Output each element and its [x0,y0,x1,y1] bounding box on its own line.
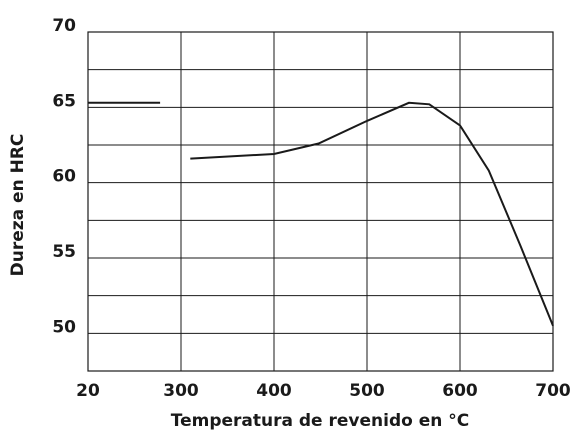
y-tick-label: 60 [52,167,76,187]
x-tick-label: 300 [163,381,199,401]
y-tick-label: 50 [52,317,76,337]
plot-frame [87,31,554,372]
y-axis-title: Dureza en HRC [8,134,28,277]
x-axis-title: Temperatura de revenido en °C [171,411,470,431]
x-tick-label: 500 [349,381,385,401]
x-tick-label: 400 [256,381,292,401]
y-tick-label: 65 [52,91,76,111]
line [190,101,554,327]
y-tick-label: 70 [52,16,76,36]
x-tick-label: 600 [442,381,478,401]
x-tick-label: 20 [76,381,100,401]
y-tick-label: 55 [52,242,76,262]
x-tick-label: 700 [535,381,571,401]
